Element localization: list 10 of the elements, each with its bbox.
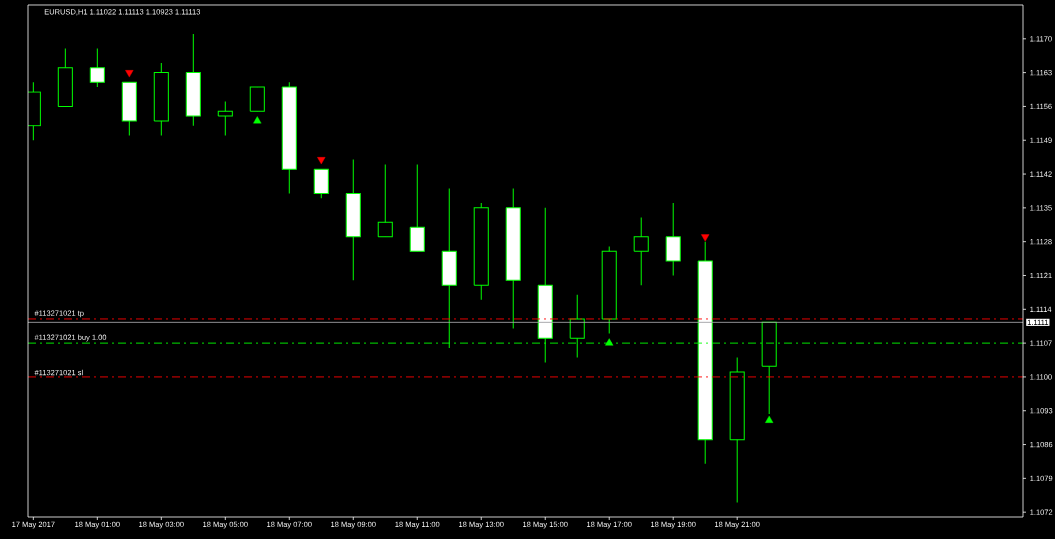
- candlestick: [377, 163, 393, 238]
- candlestick: [89, 47, 105, 88]
- point: [125, 70, 134, 78]
- point: [253, 116, 262, 124]
- candlestick: [633, 217, 649, 286]
- point: [317, 157, 326, 165]
- point: [765, 415, 774, 423]
- point: [605, 338, 614, 346]
- point: [701, 234, 710, 242]
- candlestick: [217, 101, 233, 136]
